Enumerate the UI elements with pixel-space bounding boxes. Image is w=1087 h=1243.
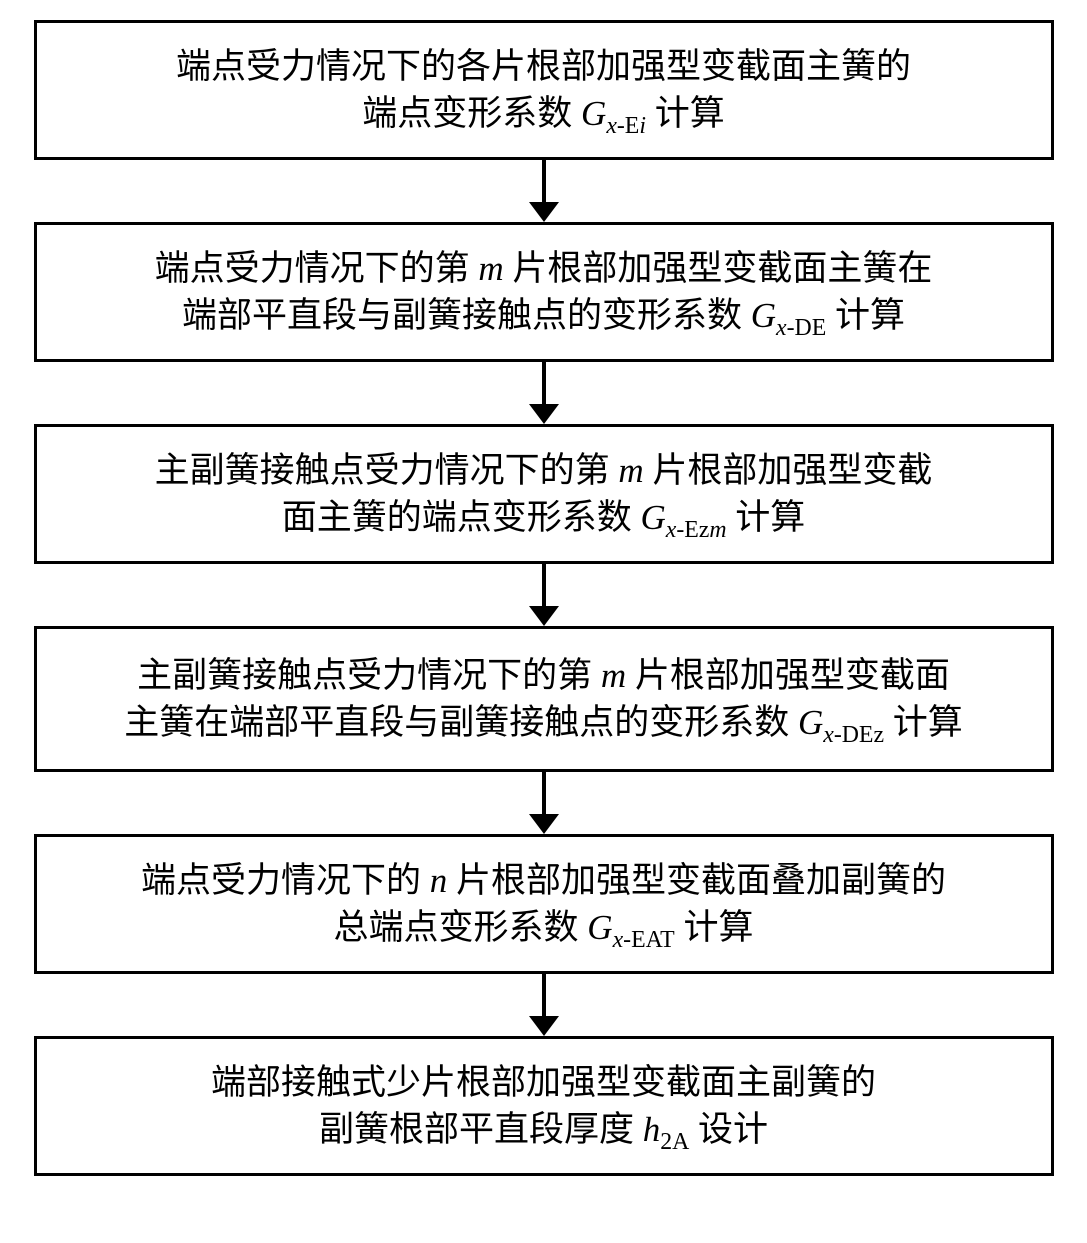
flowchart-container: 端点受力情况下的各片根部加强型变截面主簧的端点变形系数 Gx-Ei 计算端点受力… <box>0 0 1087 1196</box>
step-text-line: 主簧在端部平直段与副簧接触点的变形系数 Gx-DEz 计算 <box>124 699 963 746</box>
flow-step-4: 主副簧接触点受力情况下的第 m 片根部加强型变截面主簧在端部平直段与副簧接触点的… <box>34 626 1054 772</box>
step-text-line: 端点受力情况下的 n 片根部加强型变截面叠加副簧的 <box>141 857 946 904</box>
flow-step-2: 端点受力情况下的第 m 片根部加强型变截面主簧在端部平直段与副簧接触点的变形系数… <box>34 222 1054 362</box>
flow-arrow <box>529 772 559 834</box>
flow-arrow <box>529 160 559 222</box>
flow-step-5: 端点受力情况下的 n 片根部加强型变截面叠加副簧的总端点变形系数 Gx-EAT … <box>34 834 1054 974</box>
flow-arrow <box>529 974 559 1036</box>
step-text-line: 副簧根部平直段厚度 h2A 设计 <box>319 1106 768 1153</box>
step-text-line: 端点变形系数 Gx-Ei 计算 <box>362 90 724 137</box>
flow-step-6: 端部接触式少片根部加强型变截面主副簧的副簧根部平直段厚度 h2A 设计 <box>34 1036 1054 1176</box>
flow-step-3: 主副簧接触点受力情况下的第 m 片根部加强型变截面主簧的端点变形系数 Gx-Ez… <box>34 424 1054 564</box>
step-text-line: 主副簧接触点受力情况下的第 m 片根部加强型变截面 <box>137 652 950 699</box>
flow-arrow <box>529 362 559 424</box>
flow-arrow <box>529 564 559 626</box>
step-text-line: 端部接触式少片根部加强型变截面主副簧的 <box>211 1059 876 1106</box>
flow-step-1: 端点受力情况下的各片根部加强型变截面主簧的端点变形系数 Gx-Ei 计算 <box>34 20 1054 160</box>
step-text-line: 面主簧的端点变形系数 Gx-Ezm 计算 <box>282 494 806 541</box>
step-text-line: 端点受力情况下的第 m 片根部加强型变截面主簧在 <box>155 245 933 292</box>
step-text-line: 主副簧接触点受力情况下的第 m 片根部加强型变截 <box>155 447 933 494</box>
step-text-line: 总端点变形系数 Gx-EAT 计算 <box>334 904 754 951</box>
step-text-line: 端部平直段与副簧接触点的变形系数 Gx-DE 计算 <box>182 292 905 339</box>
step-text-line: 端点受力情况下的各片根部加强型变截面主簧的 <box>176 43 911 90</box>
